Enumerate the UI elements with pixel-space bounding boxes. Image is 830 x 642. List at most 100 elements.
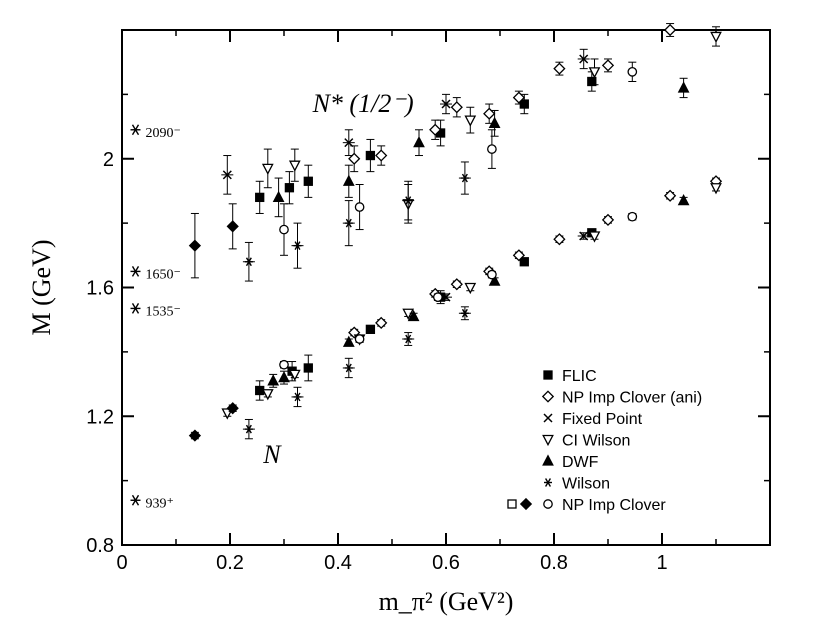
data-point (291, 386, 304, 408)
marker (255, 385, 265, 396)
marker-stroke (544, 478, 552, 487)
data-point (284, 171, 295, 205)
x-tick-label: 0.6 (432, 552, 460, 574)
legend-item: Fixed Point (543, 411, 643, 428)
data-point (577, 48, 590, 70)
experimental-point: 939⁺ (130, 494, 174, 511)
data-point (483, 103, 496, 124)
marker (344, 138, 354, 148)
marker-stroke (579, 54, 589, 64)
data-point (226, 203, 239, 250)
marker (303, 363, 313, 373)
marker (663, 23, 677, 37)
y-tick-label: 1.2 (86, 406, 114, 428)
marker (601, 213, 615, 227)
data-point (487, 269, 497, 280)
data-point (677, 77, 690, 99)
data-point (272, 177, 285, 218)
marker (344, 218, 353, 228)
marker (293, 241, 302, 251)
data-point (487, 129, 497, 169)
legend: FLIC NP Imp Clover (ani) Fixed Point CI Wil… (507, 368, 702, 514)
marker-stroke (344, 138, 354, 148)
marker-stroke (222, 170, 232, 180)
marker (348, 152, 361, 165)
marker (512, 249, 526, 262)
series-np-imp-clover (279, 61, 638, 370)
data-point (342, 200, 355, 247)
legend-label: DWF (562, 454, 599, 471)
marker (601, 59, 615, 72)
data-point (588, 58, 601, 86)
marker (288, 369, 301, 382)
data-point (354, 334, 365, 344)
marker (487, 269, 497, 280)
marker (587, 76, 597, 87)
marker-stroke (345, 218, 352, 228)
experimental-marker (130, 303, 141, 314)
marker (279, 224, 289, 235)
data-point (458, 161, 471, 195)
marker (354, 334, 365, 344)
marker (255, 192, 265, 203)
experimental-marker (130, 266, 141, 277)
marker (579, 54, 589, 64)
marker-stroke (294, 241, 301, 251)
annotation-nstar: N* (1/2⁻) (312, 89, 414, 118)
x-tick-label: 0.4 (324, 552, 352, 574)
marker (354, 202, 365, 212)
legend-item: Wilson (544, 476, 610, 493)
data-point (288, 369, 301, 382)
data-point (342, 357, 355, 379)
data-point (413, 129, 425, 157)
marker-stroke (294, 392, 301, 402)
data-points (188, 23, 723, 442)
axes: 0 0.2 0.4 0.6 0.8 1 0.8 1.2 1.6 2 (86, 29, 771, 574)
marker-stroke (405, 196, 412, 205)
experimental-label: 2090⁻ (146, 126, 181, 141)
data-point (278, 370, 290, 385)
legend-item: NP Imp Clover (ani) (541, 390, 702, 407)
data-point (288, 148, 301, 182)
experimental-point: 1650⁻ (130, 266, 181, 282)
marker (261, 163, 274, 176)
data-point (261, 389, 274, 401)
legend-marker (542, 454, 554, 466)
legend-label: NP Imp Clover (ani) (562, 390, 702, 407)
legend-marker (519, 497, 533, 511)
marker (272, 190, 285, 203)
data-point (553, 61, 566, 76)
data-point (512, 90, 526, 105)
marker-stroke (131, 303, 140, 314)
x-tick-label: 0.8 (540, 552, 568, 574)
y-tick-label: 0.8 (86, 535, 114, 557)
marker (429, 123, 442, 136)
marker (588, 67, 601, 79)
marker (710, 31, 722, 44)
marker (464, 282, 477, 295)
experimental-markers: 2090⁻ 1650⁻ 1535⁻ 939⁺ (130, 124, 181, 511)
marker (188, 239, 202, 252)
marker (344, 363, 353, 373)
y-axis-title: M (GeV) (27, 239, 56, 335)
data-point (663, 189, 677, 202)
marker (512, 91, 526, 104)
data-point (342, 335, 355, 347)
data-point (267, 373, 280, 388)
data-point (188, 429, 202, 442)
data-point (303, 354, 313, 382)
data-point (450, 278, 463, 291)
y-tick-label: 1.6 (86, 278, 114, 300)
data-point (407, 309, 420, 322)
marker (261, 389, 274, 401)
marker (663, 189, 677, 202)
marker-stroke (245, 424, 252, 434)
marker-stroke (579, 231, 589, 241)
data-point (348, 145, 361, 173)
data-point (354, 184, 365, 231)
x-axis-title: m_π² (GeV²) (379, 587, 514, 616)
data-point (402, 180, 415, 221)
marker (488, 274, 501, 286)
marker (487, 144, 497, 154)
marker (267, 374, 280, 386)
